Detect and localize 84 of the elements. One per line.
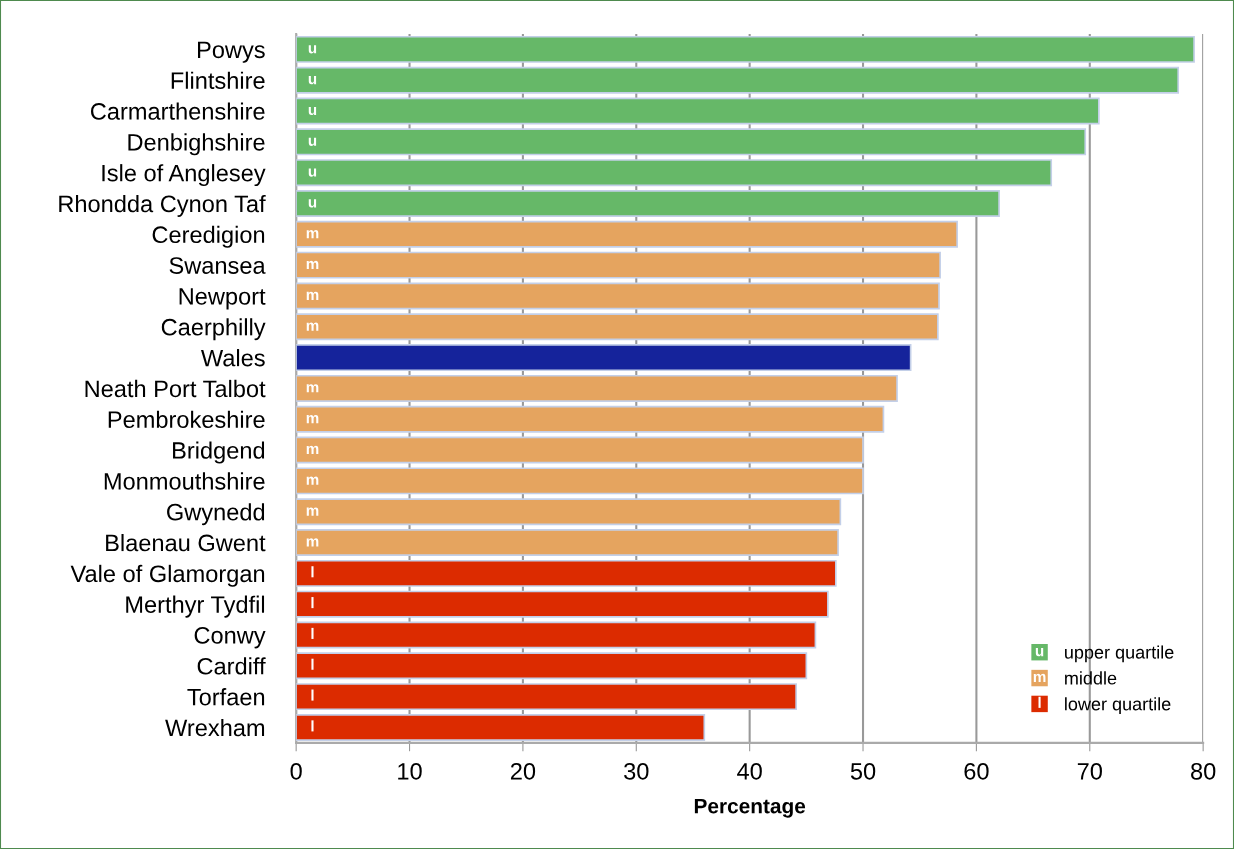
y-tick-label: Bridgend — [173, 441, 265, 464]
y-tick-label: Swansea — [169, 257, 266, 274]
x-tick-label: 40 — [737, 762, 762, 780]
x-tick-label: 20 — [510, 762, 536, 780]
data-label: l — [311, 689, 314, 701]
data-label: u — [308, 137, 317, 146]
y-tick-label: Denbighshire — [128, 133, 265, 156]
y-tick-label: Powys — [198, 41, 265, 63]
data-label: m — [306, 507, 319, 516]
data-label: m — [306, 445, 319, 455]
x-tick-label: 30 — [624, 762, 649, 780]
y-tick-label: Pembrokeshire — [108, 410, 265, 429]
y-tick-label: Blaenau Gwent — [106, 533, 266, 552]
bar — [296, 220, 958, 248]
bar — [296, 683, 797, 711]
x-axis-title: Percentage — [694, 798, 806, 818]
text: m — [1033, 673, 1046, 683]
y-tick-label: Gwynedd — [167, 503, 265, 526]
y-tick-label: Wrexham — [165, 718, 265, 737]
bar — [296, 529, 839, 557]
y-tick-label: Newport — [179, 288, 266, 310]
y-tick-label: Monmouthshire — [104, 472, 265, 490]
bar — [296, 498, 842, 526]
data-label: m — [306, 322, 319, 331]
y-tick-label: Ceredigion — [152, 225, 265, 248]
x-tick-label: 0 — [290, 762, 302, 780]
bar — [296, 713, 706, 741]
y-tick-label: Caerphilly — [161, 318, 266, 341]
legend-label: upper quartile — [1065, 645, 1174, 663]
data-label: u — [308, 168, 317, 177]
bar — [296, 35, 1195, 63]
data-label: u — [308, 76, 317, 85]
y-tick-label: Conwy — [194, 627, 266, 649]
bar — [296, 282, 940, 310]
data-label: m — [306, 384, 319, 393]
data-label: l — [311, 720, 314, 732]
data-label: m — [306, 291, 319, 300]
y-tick-label: Flintshire — [171, 71, 265, 89]
bar — [296, 97, 1100, 125]
bar — [296, 190, 1000, 217]
data-label: u — [308, 106, 317, 116]
data-label: l — [311, 658, 314, 670]
data-label: m — [306, 260, 319, 270]
bar — [296, 251, 941, 279]
bar — [296, 405, 885, 433]
x-tick-label: 80 — [1191, 762, 1216, 780]
y-tick-label: Torfaen — [187, 688, 265, 706]
bar — [296, 128, 1087, 156]
bar — [296, 436, 864, 464]
y-tick-label: Merthyr Tydfil — [126, 595, 265, 618]
bar — [296, 159, 1053, 187]
data-label: l — [311, 566, 314, 578]
x-tick-label: 60 — [964, 762, 989, 780]
bar — [296, 344, 912, 372]
bar — [296, 374, 898, 402]
y-tick-label: Neath Port Talbot — [85, 379, 266, 398]
data-label: l — [311, 627, 314, 639]
y-tick-label: Rhondda Cynon Taf — [59, 194, 266, 217]
bar — [296, 467, 864, 495]
x-tick-label: 70 — [1077, 762, 1102, 780]
data-label: l — [311, 597, 314, 609]
data-label: u — [308, 45, 317, 54]
legend-label: middle — [1065, 671, 1117, 685]
y-tick-label: Vale of Glamorgan — [70, 564, 265, 587]
data-label: m — [306, 230, 319, 239]
y-tick-label: Wales — [200, 349, 265, 367]
data-label: u — [308, 199, 317, 208]
text: u — [1035, 648, 1044, 657]
data-label: m — [306, 538, 319, 547]
bar — [296, 621, 817, 649]
bar — [296, 652, 808, 680]
y-tick-label: Isle of Anglesey — [102, 164, 266, 187]
y-tick-label: Cardiff — [197, 657, 266, 675]
bar — [296, 313, 939, 341]
x-tick-label: 10 — [398, 762, 422, 780]
x-tick-label: 50 — [850, 762, 876, 780]
bar — [296, 66, 1180, 94]
y-tick-label: Carmarthenshire — [90, 102, 265, 120]
text: l — [1038, 696, 1041, 708]
data-label: m — [306, 476, 319, 485]
bar — [296, 559, 837, 587]
data-label: m — [306, 414, 319, 424]
bar — [296, 590, 829, 618]
legend-label: lower quartile — [1065, 697, 1171, 714]
